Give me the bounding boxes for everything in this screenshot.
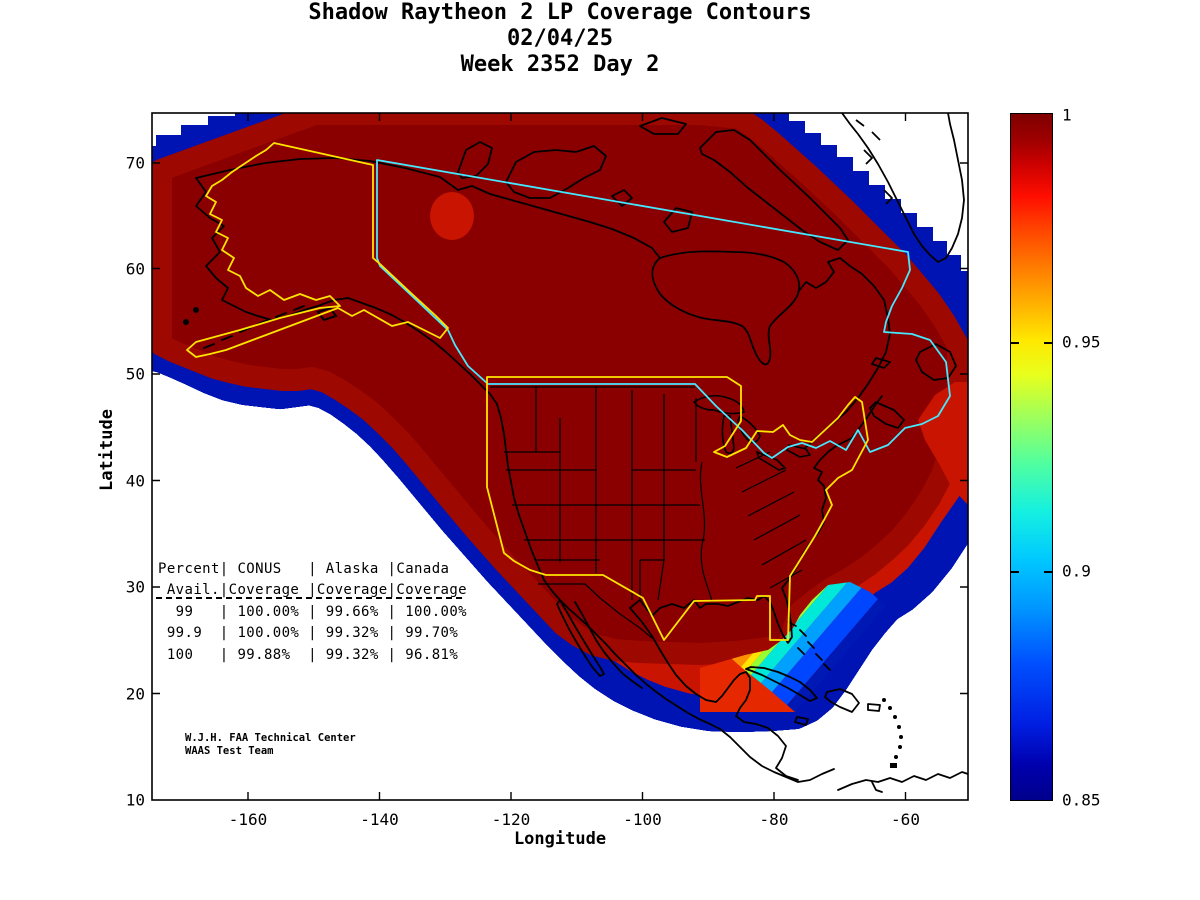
plot-frame xyxy=(151,112,969,801)
colorbar-label-085: 0.85 xyxy=(1062,790,1101,810)
colorbar-label-095: 0.95 xyxy=(1062,332,1101,352)
lake-ontario xyxy=(786,444,811,458)
baffin-island xyxy=(699,129,849,251)
alaska-boundary xyxy=(186,142,449,358)
hispaniola xyxy=(824,688,860,713)
plot-week-day: Week 2352 Day 2 xyxy=(460,52,660,77)
conus-boundary xyxy=(486,376,869,641)
cuba xyxy=(745,666,818,702)
jamaica xyxy=(794,716,809,726)
x-tick-label-0: -160 xyxy=(228,810,268,829)
y-tick-label-3: 40 xyxy=(125,471,145,490)
y-tick-label-0: 70 xyxy=(125,153,145,173)
y-tick-label-2: 50 xyxy=(125,364,145,384)
puerto-rico xyxy=(867,703,881,712)
stats-table-row-99: 99 | 100.00% | 99.66% | 100.00% xyxy=(158,604,468,620)
kodiak xyxy=(316,306,338,322)
victoria-island xyxy=(505,145,607,199)
y-tick-label-1: 60 xyxy=(125,259,145,278)
x-tick-label-2: -120 xyxy=(491,810,531,829)
colorbar-label-1: 1 xyxy=(1062,105,1072,125)
nova-scotia xyxy=(869,401,905,429)
stats-table-row-999: 99.9 | 100.00% | 99.32% | 99.70% xyxy=(158,625,459,641)
west-coast xyxy=(195,177,835,783)
plot-title: Shadow Raytheon 2 LP Coverage Contours xyxy=(308,0,812,25)
credit-line-1: W.J.H. FAA Technical Center xyxy=(185,732,356,744)
credit-line-2: WAAS Test Team xyxy=(185,745,274,757)
south-america-coast xyxy=(837,771,968,791)
y-axis-label: Latitude xyxy=(97,409,117,491)
devon-island xyxy=(639,117,687,135)
x-axis-label: Longitude xyxy=(513,829,607,849)
lesser-antilles xyxy=(882,698,903,768)
colorbar-tick-095-left xyxy=(1011,342,1019,344)
hudson-bay xyxy=(651,250,801,366)
us-mexico-border xyxy=(538,583,653,639)
arctic-islands xyxy=(457,117,849,251)
gulf-coast-yucatan xyxy=(629,607,799,781)
stats-table-header-2: Avail.|Coverage |Coverage|Coverage xyxy=(158,582,468,598)
y-tick-label-5: 20 xyxy=(125,684,145,703)
y-tick-label-4: 30 xyxy=(125,577,145,597)
colorbar xyxy=(1010,113,1053,801)
y-tick-label-6: 10 xyxy=(125,790,145,810)
anticosti xyxy=(871,357,891,369)
stats-table-header-1: Percent| CONUS | Alaska |Canada xyxy=(158,561,450,577)
x-tick-label-5: -60 xyxy=(891,810,920,829)
lake-michigan xyxy=(721,415,735,455)
greenland-outline xyxy=(841,113,965,263)
canada-boundary xyxy=(376,159,951,459)
x-tick-label-4: -80 xyxy=(759,810,789,829)
axis-ticks xyxy=(152,113,968,800)
aleutian-islands xyxy=(183,305,338,349)
banks-island xyxy=(457,141,493,179)
stats-table-separator xyxy=(156,597,462,599)
mississippi-river xyxy=(699,461,713,603)
yukon-lower-availability-patch xyxy=(430,192,474,240)
gulf-of-california-coast xyxy=(574,601,643,689)
baja-california xyxy=(556,599,605,677)
caribbean-islands xyxy=(745,621,903,768)
southampton-island xyxy=(663,207,693,233)
arctic-coast xyxy=(195,157,661,259)
x-tick-label-1: -140 xyxy=(360,810,399,829)
colorbar-tick-09-left xyxy=(1011,571,1019,573)
maracaibo xyxy=(871,781,883,793)
state-borders xyxy=(490,386,807,639)
labrador-stlawrence xyxy=(797,257,891,449)
x-tick-label-3: -100 xyxy=(623,810,662,829)
colorbar-tick-095-right xyxy=(1044,342,1052,344)
plot-date: 02/04/25 xyxy=(507,26,613,51)
stats-table-row-100: 100 | 99.88% | 99.32% | 96.81% xyxy=(158,647,459,663)
colorbar-tick-09-right xyxy=(1044,571,1052,573)
coastlines xyxy=(195,157,968,793)
lake-erie xyxy=(756,451,786,471)
newfoundland-lower-availability-patch xyxy=(918,382,968,505)
lake-superior xyxy=(693,394,745,415)
gulf-north-coast-florida-eastcoast xyxy=(629,395,883,644)
colorbar-label-09: 0.9 xyxy=(1062,561,1091,581)
title-block: Shadow Raytheon 2 LP Coverage Contours 0… xyxy=(152,0,968,78)
